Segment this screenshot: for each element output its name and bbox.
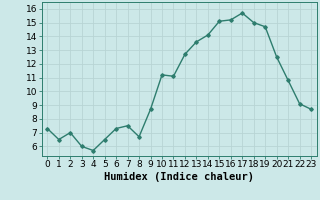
X-axis label: Humidex (Indice chaleur): Humidex (Indice chaleur)	[104, 172, 254, 182]
